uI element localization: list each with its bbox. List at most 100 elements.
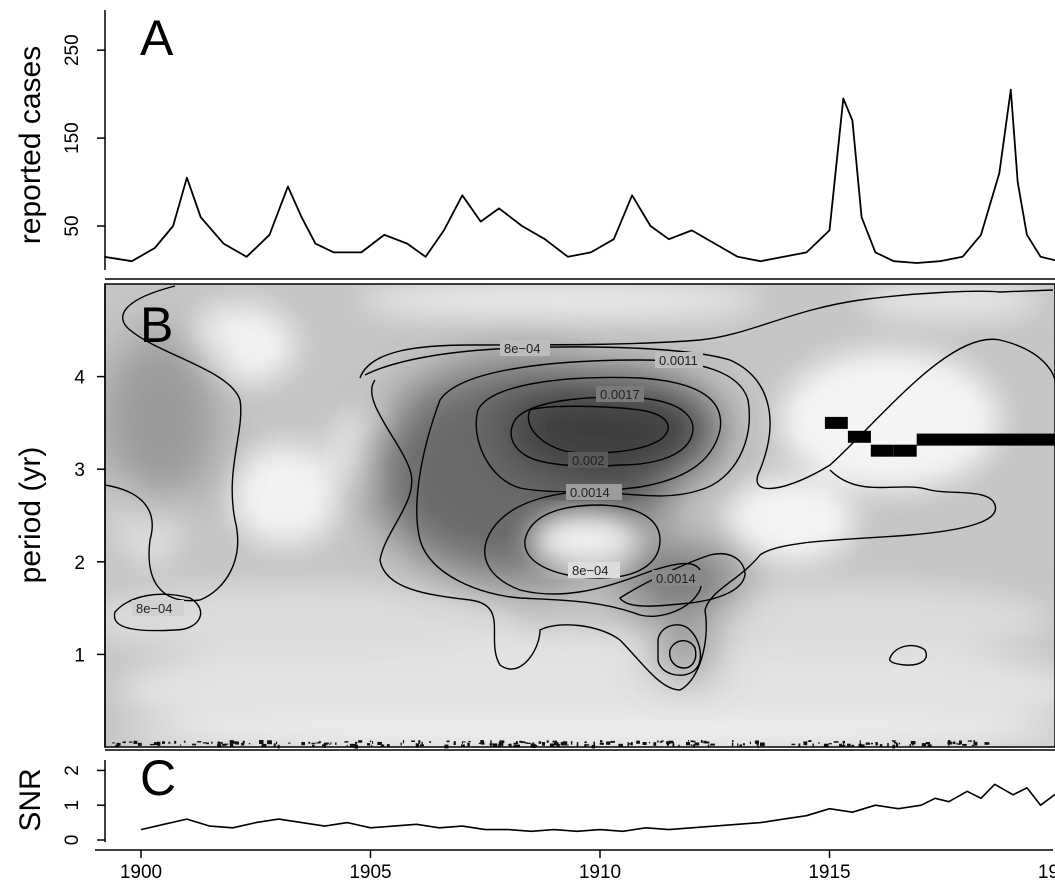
contour-low-loops	[657, 624, 702, 676]
noise-mark	[515, 741, 518, 744]
noise-mark	[948, 743, 950, 746]
noise-mark	[705, 741, 710, 744]
panel-b-contour-labels: 8e−04 0.0011 0.0017 0.002 0.0014 8e−04 0…	[132, 340, 708, 616]
noise-mark	[480, 740, 484, 744]
contour-label-4: 0.002	[572, 453, 605, 468]
noise-mark	[183, 740, 186, 743]
noise-mark	[217, 741, 221, 746]
noise-mark	[843, 743, 845, 746]
noise-mark	[947, 741, 952, 745]
noise-mark	[859, 740, 861, 744]
panel-a-cases-line	[104, 88, 1055, 264]
noise-mark	[661, 740, 664, 742]
noise-mark	[687, 740, 689, 742]
panel-b-inner-light	[530, 512, 640, 568]
noise-mark	[576, 744, 579, 747]
noise-mark	[546, 740, 549, 743]
noise-mark	[630, 742, 633, 746]
noise-mark	[179, 744, 182, 746]
noise-mark	[952, 741, 956, 745]
noise-mark	[542, 742, 545, 746]
panel-b-letter: B	[140, 297, 173, 353]
noise-mark	[593, 741, 595, 745]
contour-label-3: 0.0017	[600, 387, 640, 402]
contour-label-8: 8e−04	[136, 601, 173, 616]
noise-mark	[235, 741, 239, 745]
noise-mark	[808, 740, 812, 742]
noise-mark	[703, 740, 707, 744]
panel-a-ytick-label-1: 150	[62, 122, 83, 154]
noise-mark	[554, 742, 559, 746]
noise-mark	[576, 742, 579, 746]
noise-mark	[895, 743, 899, 747]
panel-b-heatmap	[105, 284, 1055, 747]
ridge-segment-4	[916, 433, 1055, 446]
noise-mark	[515, 744, 520, 747]
noise-mark	[467, 742, 470, 747]
noise-mark	[150, 743, 155, 746]
noise-mark	[731, 742, 734, 746]
panel-c-letter: C	[140, 750, 176, 806]
noise-mark	[418, 740, 421, 744]
noise-mark	[833, 741, 839, 743]
noise-mark	[898, 742, 901, 745]
noise-mark	[218, 742, 224, 744]
noise-mark	[344, 741, 349, 743]
noise-mark	[288, 742, 291, 744]
noise-mark	[610, 740, 615, 743]
panel-c-ylabel: SNR	[14, 768, 47, 831]
noise-mark	[807, 740, 810, 742]
noise-mark	[618, 743, 623, 747]
noise-mark	[700, 740, 703, 743]
noise-mark	[248, 743, 251, 745]
noise-mark	[828, 743, 832, 745]
noise-mark	[513, 742, 519, 745]
noise-mark	[224, 743, 229, 745]
panel-b-y-ticks: 1 2 3 4	[74, 368, 105, 666]
contour-label-6: 8e−04	[572, 563, 609, 578]
panel-b-ylabel: period (yr)	[14, 447, 47, 584]
panel-a-letter: A	[140, 10, 174, 66]
x-tick-label-4: 1920	[1038, 862, 1055, 883]
noise-mark	[666, 741, 671, 745]
noise-mark	[330, 742, 332, 744]
contour-0014-inner	[527, 405, 669, 454]
noise-mark	[501, 742, 503, 747]
noise-mark	[524, 742, 528, 744]
noise-mark	[678, 744, 680, 748]
noise-mark	[462, 741, 466, 743]
noise-mark	[969, 740, 972, 742]
noise-mark	[273, 743, 276, 747]
noise-mark	[659, 741, 663, 743]
noise-mark	[921, 743, 926, 747]
noise-mark	[322, 744, 325, 747]
noise-mark	[211, 741, 213, 744]
noise-mark	[137, 742, 142, 746]
ridge-segment-2	[870, 444, 894, 457]
noise-mark	[323, 742, 328, 746]
noise-mark	[754, 740, 759, 744]
noise-mark	[760, 742, 765, 747]
noise-mark	[112, 742, 115, 744]
noise-mark	[122, 741, 126, 743]
noise-mark	[367, 743, 371, 746]
panel-c-snr-line	[140, 783, 1055, 833]
noise-mark	[909, 744, 911, 747]
noise-mark	[959, 740, 962, 745]
noise-mark	[468, 741, 471, 743]
noise-mark	[552, 740, 558, 743]
noise-mark	[489, 743, 494, 745]
noise-mark	[562, 741, 568, 745]
noise-mark	[453, 741, 456, 745]
noise-mark	[380, 744, 385, 747]
noise-mark	[329, 743, 331, 745]
noise-mark	[197, 741, 202, 743]
noise-mark	[229, 740, 234, 744]
noise-mark	[530, 743, 533, 748]
noise-mark	[739, 744, 742, 748]
noise-mark	[308, 741, 311, 744]
noise-mark	[192, 743, 197, 746]
noise-mark	[584, 744, 587, 747]
noise-mark	[691, 740, 696, 743]
